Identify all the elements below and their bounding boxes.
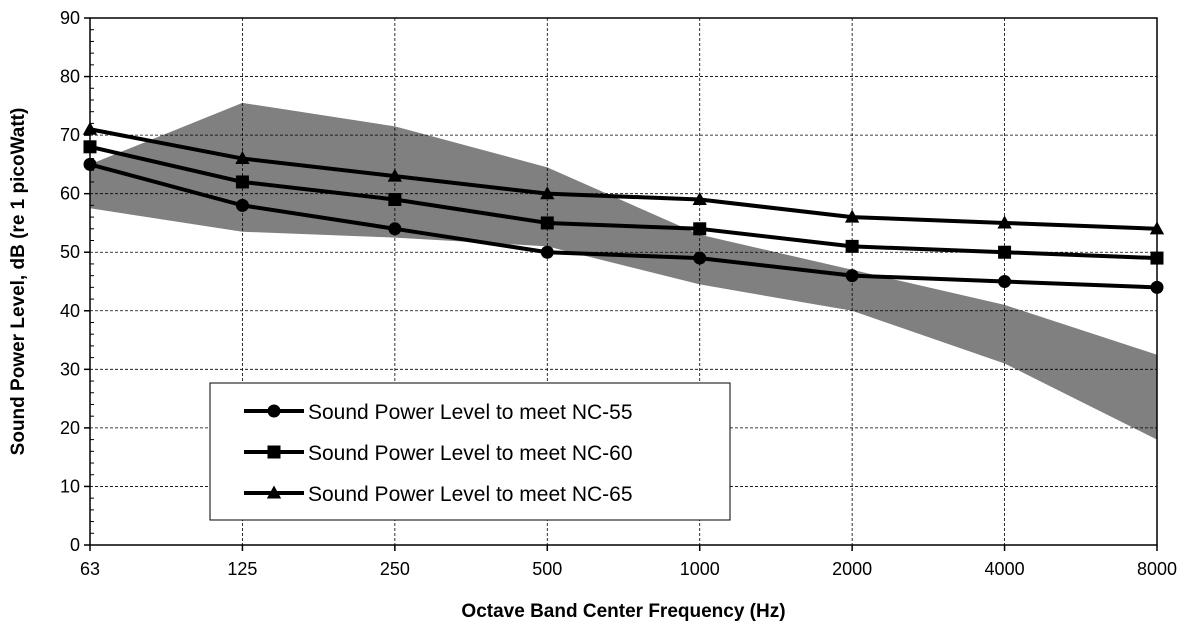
y-tick-label: 80 [60, 67, 80, 87]
data-point-square [388, 193, 402, 207]
y-tick-label: 20 [60, 418, 80, 438]
data-point-triangle [387, 168, 403, 182]
y-tick-label: 40 [60, 301, 80, 321]
x-tick-label: 1000 [680, 559, 720, 579]
data-point-circle [998, 275, 1012, 288]
series-line [89, 162, 1158, 290]
y-tick-label: 70 [60, 125, 80, 145]
series-layer [82, 121, 1165, 294]
data-point-circle [540, 245, 554, 259]
legend-item-square: Sound Power Level to meet NC-60 [244, 442, 633, 465]
axes: 0 10 20 30 40 50 60 70 80 90 63 125 250 500 1000 2000 40… [60, 8, 1177, 579]
x-tick-label: 8000 [1137, 559, 1177, 579]
data-point-circle [845, 269, 859, 283]
series-square [83, 140, 1164, 265]
data-point-circle [235, 198, 249, 212]
x-tick-label: 63 [80, 559, 100, 579]
x-tick-label: 4000 [985, 559, 1025, 579]
legend-marker-circle [267, 404, 281, 418]
data-point-square [693, 222, 707, 236]
y-tick-label: 50 [60, 242, 80, 262]
y-tick-label: 30 [60, 359, 80, 379]
data-point-square [235, 175, 249, 189]
data-point-triangle [235, 151, 250, 165]
y-tick-label: 10 [60, 476, 80, 496]
y-axis-title: Sound Power Level, dB (re 1 picoWatt) [8, 108, 29, 456]
legend-label: Sound Power Level to meet NC-55 [308, 401, 633, 424]
shaded-range-band [90, 102, 1157, 440]
data-point-square [998, 245, 1012, 259]
plot-area-frame [89, 17, 1158, 546]
series-line [89, 144, 1158, 261]
series-circle [83, 157, 1164, 294]
x-tick-label: 500 [532, 559, 562, 579]
y-tick-label: 0 [70, 535, 80, 555]
data-point-circle [388, 222, 402, 236]
legend-item-circle: Sound Power Level to meet NC-55 [244, 401, 633, 424]
legend-label: Sound Power Level to meet NC-65 [308, 483, 633, 506]
x-tick-label: 125 [227, 559, 257, 579]
data-point-triangle [844, 209, 860, 223]
shaded-range-band-layer [90, 102, 1157, 440]
data-point-triangle [997, 215, 1012, 229]
data-point-triangle [692, 192, 707, 206]
data-point-square [540, 216, 554, 230]
data-point-triangle [540, 186, 555, 200]
x-axis-title: Octave Band Center Frequency (Hz) [461, 601, 785, 622]
series-triangle [82, 121, 1165, 235]
series-line [89, 127, 1158, 231]
legend-label: Sound Power Level to meet NC-60 [308, 442, 633, 465]
y-tick-label: 90 [60, 8, 80, 28]
legend: Sound Power Level to meet NC-55 Sound Pow… [209, 382, 731, 521]
data-point-square [845, 239, 859, 253]
legend-marker-square [267, 445, 281, 459]
legend-marker-triangle [266, 485, 282, 499]
x-tick-label: 2000 [832, 559, 872, 579]
y-tick-label: 60 [60, 184, 80, 204]
data-point-circle [693, 251, 707, 265]
x-tick-label: 250 [380, 559, 410, 579]
legend-item-triangle: Sound Power Level to meet NC-65 [244, 483, 633, 506]
